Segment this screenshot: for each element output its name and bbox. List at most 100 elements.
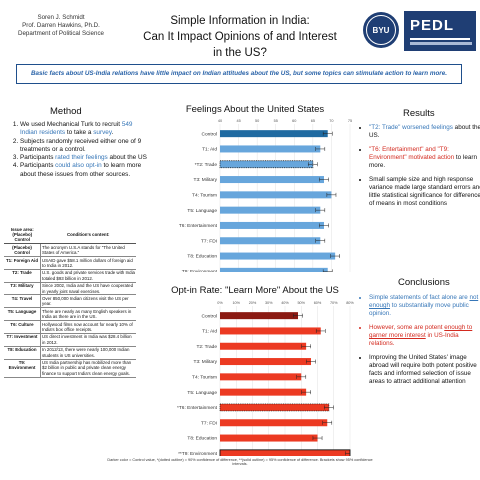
results-item: "T2: Trade" worsened feelings about the … [369,124,480,140]
optin-category-label: T4: Tourism [192,374,217,380]
optin-tick-label: 10% [232,301,240,305]
optin-bar [220,312,298,320]
optin-tick-label: 0% [217,301,223,305]
results-item: Small sample size and high response vari… [369,176,480,208]
department: Department of Political Science [18,30,104,37]
optin-bar [219,449,351,456]
table-cell-content: In 2012/13, there were nearly 100,000 In… [40,346,136,360]
author-block: Soren J. Schmidt Prof. Darren Hawkins, P… [6,14,116,38]
table-cell-issue: T3: Military [4,282,41,296]
feelings-tick-label: 50 [255,119,259,123]
optin-tick-label: 40% [281,301,289,305]
table-row: T9: Environment US India partnership has … [4,359,136,378]
optin-tick-label: 80% [346,301,354,305]
optin-category-label: T3: Military [194,359,218,365]
optin-bar [220,373,302,381]
table-row: T8: Education In 2012/13, there were near… [4,346,136,360]
table-cell-issue: T5: Language [4,307,41,322]
method-item: Subjects randomly received either one of… [20,138,148,155]
feelings-bar [220,267,328,272]
optin-tick-label: 50% [297,301,305,305]
optin-bar [220,327,321,335]
table-cell-content: US direct investment in India was $28.4 … [40,333,136,347]
results-item: "T6: Entertainment" and "T9: Environment… [369,146,480,170]
conclusions-item: Simple statements of fact alone are not … [369,294,480,318]
optin-category-label: T1: Aid [202,329,217,335]
feelings-bar [220,206,321,214]
feelings-bar [219,160,314,169]
method-heading: Method [50,106,82,117]
feelings-category-label: T4: Tourism [192,192,217,198]
optin-category-label: T7: FDI [201,420,217,426]
feelings-chart: 40 45 50 55 60 65 70 75 Control T1: Aid *T2: Trade… [179,119,352,272]
table-row: T6: Culture Hollywood films now account f… [4,320,136,334]
feelings-category-label: T1: Aid [202,147,217,153]
table-cell-issue: T1: Foreign Aid [4,256,41,270]
poster-title: Simple Information in India: Can It Impa… [140,13,340,61]
table-header-content: Condition's content: [40,226,136,245]
table-cell-content: The acronym U.S.A stands for "The United… [40,243,136,258]
feelings-tick-label: 70 [329,119,333,123]
feelings-category-label: *T2: Trade [195,162,218,168]
table-cell-content: U.S. goods and private services trade wi… [40,269,136,283]
table-row: T3: Military Since 2002, India and the US… [4,282,136,296]
optin-chart-title: Opt-in Rate: "Learn More" About the US [171,285,339,296]
title-line-1: Simple Information in India: [170,15,310,27]
table-cell-content: Over 850,000 Indian citizens visit the U… [40,294,136,309]
table-cell-issue: T4: Travel [4,294,41,309]
conclusions-item: Improving the United States' image abroa… [369,354,480,386]
optin-tick-label: 20% [249,301,257,305]
results-list: "T2: Trade" worsened feelings about the … [360,124,480,214]
table-row: T1: Foreign Aid USAID gave $58.1 million … [4,256,136,270]
optin-chart: 0% 10% 20% 30% 40% 50% 60% 70% 80% Control T1: Aid… [177,301,354,456]
feelings-chart-title: Feelings About the United States [185,104,325,115]
table-row: (Placebo) Control The acronym U.S.A stand… [4,243,136,258]
optin-bar [220,419,328,427]
feelings-category-label: T9: Environment [182,269,218,272]
table-cell-issue: T6: Culture [4,320,41,334]
feelings-category-label: T8: Education [187,254,217,260]
table-cell-issue: T8: Education [4,346,41,360]
conclusions-list: Simple statements of fact alone are not … [360,294,480,392]
feelings-bar [220,237,321,245]
optin-bar [220,388,307,396]
pedl-logo: PEDL [404,11,476,51]
optin-bar [220,342,307,350]
optin-category-label: T2: Trade [196,344,217,350]
method-list: We used Mechanical Turk to recruit 549 I… [8,121,148,179]
feelings-category-label: T7: FDI [201,238,217,244]
table-cell-issue: T7: Investment [4,333,41,347]
feelings-category-label: T3: Military [194,177,218,183]
table-row: T5: Language There are nearly as many Eng… [4,307,136,322]
feelings-category-label: T6: Entertainment [179,223,218,229]
table-row: T2: Trade U.S. goods and private services… [4,269,136,283]
table-header-issue: Issue area: (Placebo) Control [4,226,41,245]
table-cell-issue: T9: Environment [4,359,41,378]
author-name: Soren J. Schmidt [37,14,85,21]
byu-logo: BYU [363,12,399,48]
table-row: T7: Investment US direct investment in In… [4,333,136,347]
feelings-tick-label: 65 [311,119,315,123]
optin-tick-label: 30% [265,301,273,305]
title-line-2: Can It Impact Opinions of and Interest i… [143,31,337,59]
table-cell-issue: (Placebo) Control [4,243,41,258]
optin-category-label: *T6: Entertainment [177,405,218,411]
results-heading: Results [403,108,435,119]
method-item: Participants could also opt-in to learn … [20,162,148,179]
byu-logo-text: BYU [373,26,390,35]
optin-bar [220,434,318,442]
feelings-tick-label: 45 [236,119,240,123]
table-cell-issue: T2: Trade [4,269,41,283]
feelings-category-label: T5: Language [187,208,217,214]
optin-bar [220,358,311,366]
conclusions-heading: Conclusions [398,277,450,288]
feelings-tick-label: 60 [292,119,296,123]
method-item: Participants rated their feelings about … [20,154,148,162]
table-cell-content: Hollywood films now account for nearly 1… [40,320,136,334]
conditions-table: Issue area: (Placebo) Control Condition'… [4,226,136,378]
feelings-bar [220,252,336,260]
pedl-logo-text: PEDL [410,17,455,34]
feelings-tick-label: 40 [218,119,222,123]
chart-footnote: Darker color = Control value, *(dotted o… [107,458,373,466]
feelings-bar [220,221,324,229]
